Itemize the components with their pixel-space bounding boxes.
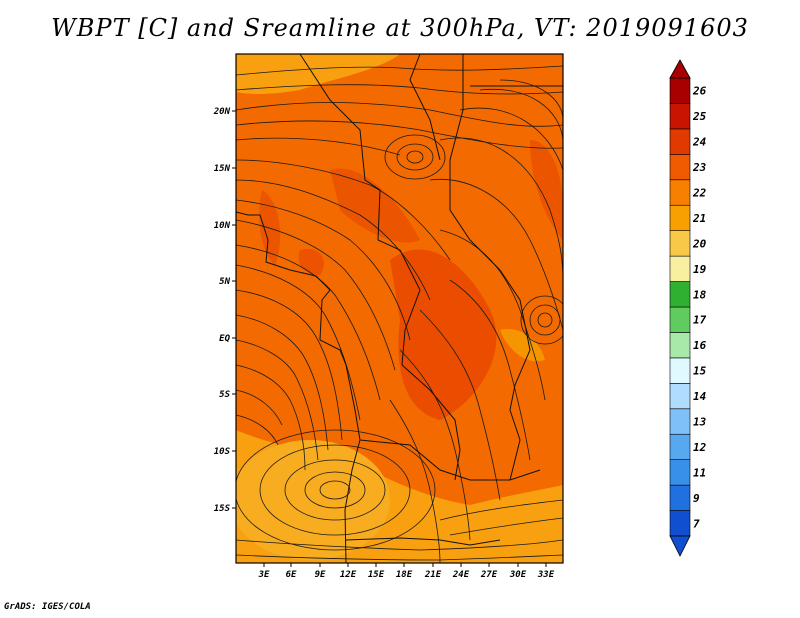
colorbar-segment bbox=[669, 230, 691, 257]
colorbar-label: 17 bbox=[693, 314, 707, 327]
colorbar-label: 15 bbox=[693, 365, 707, 378]
colorbar-bottom-arrow bbox=[669, 535, 691, 557]
lon-label: 6E bbox=[286, 570, 297, 580]
colorbar-label: 13 bbox=[693, 416, 707, 429]
colorbar-segment bbox=[669, 281, 691, 308]
colorbar-segment bbox=[669, 459, 691, 486]
lat-label: 20N bbox=[213, 107, 231, 117]
grads-credit: GrADS: IGES/COLA bbox=[4, 602, 91, 612]
colorbar-segment bbox=[669, 255, 691, 282]
longitude-axis: 3E 6E 9E 12E 15E 18E 21E 24E 27E 30E 33E bbox=[258, 563, 555, 580]
latitude-axis: 20N 15N 10N 5N EQ 5S 10S 15S bbox=[213, 107, 236, 514]
colorbar-label: 11 bbox=[693, 466, 706, 479]
colorbar-segment bbox=[669, 484, 691, 511]
lat-label: 10S bbox=[214, 447, 231, 457]
colorbar-label: 20 bbox=[692, 237, 707, 250]
colorbar-segment bbox=[669, 154, 691, 181]
lon-label: 30E bbox=[509, 570, 527, 580]
lon-label: 12E bbox=[340, 570, 357, 580]
lon-label: 24E bbox=[452, 570, 470, 580]
colorbar-segment bbox=[669, 332, 691, 359]
lon-label: 9E bbox=[315, 570, 326, 580]
colorbar-segment bbox=[669, 357, 691, 384]
colorbar-segment bbox=[669, 408, 691, 435]
colorbar-segment bbox=[669, 128, 691, 155]
lat-label: 5N bbox=[219, 277, 230, 287]
colorbar-label: 7 bbox=[693, 517, 700, 530]
colorbar-label: 16 bbox=[693, 339, 707, 352]
colorbar-segment bbox=[669, 179, 691, 206]
colorbar-label: 14 bbox=[693, 390, 707, 403]
colorbar: 26 25 24 23 22 21 20 19 18 17 16 15 14 13 12 11 9 7 bbox=[669, 59, 707, 557]
colorbar-top-arrow bbox=[669, 59, 691, 79]
colorbar-segment bbox=[669, 204, 691, 231]
lon-label: 18E bbox=[396, 570, 413, 580]
colorbar-segment bbox=[669, 433, 691, 460]
lon-label: 15E bbox=[368, 570, 385, 580]
lon-label: 27E bbox=[480, 570, 498, 580]
colorbar-label: 21 bbox=[692, 212, 706, 225]
map-frame bbox=[235, 53, 564, 564]
lat-label: 15N bbox=[214, 164, 231, 174]
lon-label: 3E bbox=[258, 570, 270, 580]
colorbar-label: 19 bbox=[693, 263, 707, 276]
lon-label: 21E bbox=[424, 570, 442, 580]
colorbar-label: 25 bbox=[692, 110, 707, 123]
lat-label: 15S bbox=[214, 504, 231, 514]
lon-label: 33E bbox=[537, 570, 555, 580]
colorbar-segment bbox=[669, 306, 691, 333]
colorbar-label: 12 bbox=[693, 441, 707, 454]
colorbar-segment bbox=[669, 383, 691, 410]
colorbar-label: 22 bbox=[692, 187, 707, 200]
lat-label: EQ bbox=[219, 334, 230, 344]
colorbar-segment bbox=[669, 510, 691, 537]
colorbar-segment bbox=[669, 77, 691, 104]
map-title: WBPT [C] and Sreamline at 300hPa, VT: 20… bbox=[51, 14, 749, 42]
wbpt-field bbox=[236, 54, 563, 563]
colorbar-label: 24 bbox=[692, 136, 707, 149]
colorbar-label: 23 bbox=[692, 161, 707, 174]
lat-label: 5S bbox=[219, 390, 230, 400]
colorbar-label: 18 bbox=[693, 288, 707, 301]
colorbar-label: 26 bbox=[692, 85, 707, 98]
country-borders bbox=[236, 54, 563, 563]
streamlines bbox=[236, 65, 563, 563]
lat-label: 10N bbox=[214, 221, 231, 231]
colorbar-label: 9 bbox=[693, 492, 700, 505]
colorbar-segment bbox=[669, 103, 691, 130]
